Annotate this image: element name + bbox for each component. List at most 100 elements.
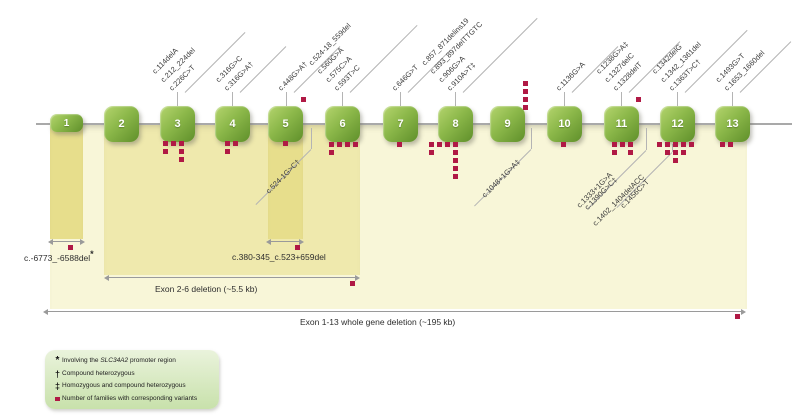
legend-text: Involving the SLC34A2 promoter region: [62, 357, 176, 364]
variant-stub-exon6: [342, 92, 343, 107]
exon-1: 1: [50, 114, 83, 132]
variant-stub-exon3: [177, 92, 178, 107]
family-count-marker-exon12: [657, 142, 662, 147]
deletion-region-exon1: [50, 124, 83, 239]
family-count-marker-exon6: [353, 142, 358, 147]
family-count-marker-exon12: [681, 142, 686, 147]
family-count-marker-exon8: [453, 158, 458, 163]
family-count-marker-exon11: [628, 150, 633, 155]
arrowhead-left-exon5-del: [266, 239, 271, 245]
exon-number: 8: [452, 118, 459, 130]
exon-8: 8: [438, 106, 473, 142]
family-count-marker-exon3: [179, 157, 184, 162]
family-count-marker-exon8: [429, 142, 434, 147]
variant-labels-exon6: c.524-18_559del c.560G>A c.575C>A c.593T>C: [306, 21, 379, 94]
variant-label: c.448G>A†: [276, 59, 310, 93]
deletion-label-exon5-del: c.380-345_c.523+659del: [232, 252, 326, 262]
arrowhead-left-promoter-del: [48, 239, 53, 245]
exon-6: 6: [325, 106, 360, 142]
family-count-marker-exon13: [728, 142, 733, 147]
exon-number: 3: [174, 118, 181, 130]
arrowhead-right-exon2-6-del: [355, 275, 360, 281]
family-count-marker-exon3: [163, 141, 168, 146]
family-count-marker-exon6: [345, 142, 350, 147]
variant-label: c.1136G>A: [554, 59, 587, 93]
family-count-marker-intron9-up: [523, 105, 528, 110]
variant-labels-exon10: c.1136G>A: [554, 59, 589, 94]
exon-number: 13: [726, 118, 739, 130]
dagger-icon: ‡: [54, 381, 60, 391]
legend-item-3: Number of families with corresponding va…: [53, 393, 211, 406]
family-count-marker-exon10: [561, 142, 566, 147]
exon-number: 6: [339, 118, 346, 130]
arrowhead-right-exon5-del: [299, 239, 304, 245]
family-count-marker-exon6: [329, 142, 334, 147]
family-count-marker-exon6: [337, 142, 342, 147]
family-count-marker-intron9-up: [523, 97, 528, 102]
variant-labels-exon12: c.1342delG c.1342_1361del c.1363T>C†: [650, 31, 713, 94]
family-count-marker-exon8: [445, 142, 450, 147]
family-count-marker-exon4: [225, 149, 230, 154]
variant-stub-intron9: [531, 128, 532, 149]
exon-7: 7: [383, 106, 418, 142]
family-count-marker-exon6: [329, 150, 334, 155]
variant-stub-exon11: [621, 92, 622, 107]
family-count-marker-exon8: [453, 150, 458, 155]
variant-labels-exon5: c.448G>A†: [276, 59, 311, 94]
exon-12: 12: [660, 106, 695, 142]
family-count-marker-exon11: [620, 142, 625, 147]
family-count-marker-exon3: [179, 149, 184, 154]
dagger-icon: †: [54, 368, 60, 379]
variant-labels-exon8: c.857_871delins19 c.893_897delTTGTC c.906G…: [419, 11, 502, 94]
family-count-marker-exon12: [665, 142, 670, 147]
exon-2: 2: [104, 106, 139, 142]
family-count-marker-exon11-up: [636, 97, 641, 102]
family-count-marker-exon3: [171, 141, 176, 146]
legend-box: * Involving the SLC34A2 promoter region † C…: [45, 350, 219, 409]
family-count-marker-exon11: [612, 142, 617, 147]
variant-stub-intron5: [311, 128, 312, 149]
variant-labels-exon11: c.1238G>A‡ c.1327delC c.1328delT: [594, 39, 649, 94]
exon-number: 7: [397, 118, 404, 130]
legend-item-2: ‡ Homozygous and compound heterozygous: [53, 380, 211, 393]
family-count-marker-exon12: [681, 150, 686, 155]
exon-number: 1: [63, 117, 70, 129]
family-count-marker-exon4: [225, 141, 230, 146]
family-count-marker-exon8: [453, 174, 458, 179]
family-count-marker-exon8: [453, 166, 458, 171]
deletion-arrow-whole-gene-del: [46, 311, 743, 312]
exon-3: 3: [160, 106, 195, 142]
promoter-asterisk: *: [90, 249, 94, 259]
family-count-marker-exon12: [673, 142, 678, 147]
family-count-marker-exon11: [628, 142, 633, 147]
exon-5: 5: [268, 106, 303, 142]
family-count-marker-del-exon5: [295, 245, 300, 250]
family-count-marker-exon8: [453, 142, 458, 147]
deletion-label-whole-gene-del: Exon 1-13 whole gene deletion (~195 kb): [300, 317, 456, 327]
variant-stub-intron11: [646, 128, 647, 150]
family-count-marker-intron9-up: [523, 89, 528, 94]
family-count-marker-exon11: [612, 150, 617, 155]
family-count-marker-intron9-up: [523, 81, 528, 86]
variant-labels-exon3: c.114delA c.212_224del c.226C>T: [150, 37, 207, 94]
family-count-marker-exon8: [429, 150, 434, 155]
variant-stub-exon7: [400, 92, 401, 107]
exon-4: 4: [215, 106, 250, 142]
family-count-marker-exon12: [665, 150, 670, 155]
legend-text: Compound heterozygous: [62, 369, 135, 377]
family-count-marker-exon3: [179, 141, 184, 146]
family-marker-icon: [55, 396, 60, 401]
family-count-marker-exon5: [283, 141, 288, 146]
deletion-arrow-exon2-6-del: [107, 277, 357, 278]
arrowhead-right-promoter-del: [80, 239, 85, 245]
deletion-label-exon2-6-del: Exon 2-6 deletion (~5.5 kb): [155, 284, 258, 294]
family-count-marker-exon7: [397, 142, 402, 147]
arrowhead-right-whole-gene-del: [741, 309, 746, 315]
family-count-marker-del-exon1: [68, 245, 73, 250]
arrowhead-left-exon2-6-del: [104, 275, 109, 281]
variant-stub-exon12: [677, 92, 678, 107]
exon-number: 11: [615, 118, 628, 130]
exon-10: 10: [547, 106, 582, 142]
family-count-marker-exon8: [437, 142, 442, 147]
variant-labels-exon13: c.1493G>T c.1653_1660del: [713, 39, 768, 94]
